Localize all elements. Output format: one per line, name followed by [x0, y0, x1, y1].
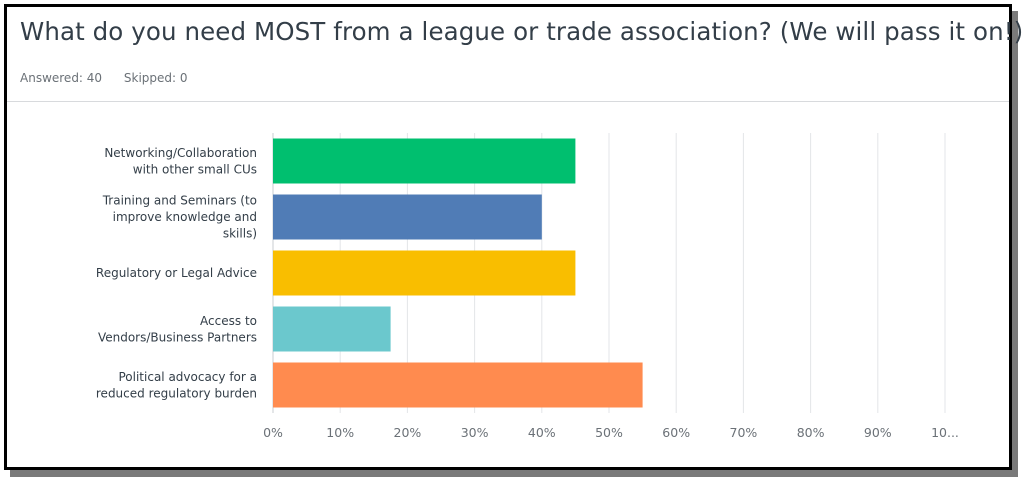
x-tick-label: 10%: [326, 425, 354, 440]
category-label: Networking/Collaboration with other small…: [104, 146, 257, 177]
x-tick-label: 50%: [595, 425, 623, 440]
category-label: Access to Vendors/Business Partners: [98, 314, 257, 345]
x-tick-label: 0%: [263, 425, 283, 440]
bar[interactable]: [273, 306, 391, 352]
bar[interactable]: [273, 362, 643, 408]
bar[interactable]: [273, 138, 576, 184]
skipped-count: Skipped: 0: [123, 71, 188, 85]
category-label: Training and Seminars (to improve knowled…: [102, 194, 257, 241]
category-label: Political advocacy for a reduced regulato…: [96, 370, 257, 401]
answered-count: Answered: 40: [20, 71, 103, 85]
x-tick-label: 20%: [394, 425, 422, 440]
x-tick-label: 40%: [528, 425, 556, 440]
x-tick-label: 70%: [730, 425, 758, 440]
bar[interactable]: [273, 250, 576, 296]
bar-chart: 0% 10% 20% 30% 40% 50% 60% 70% 80% 90% 10... Networ…: [96, 133, 959, 440]
survey-question-panel: What do you need MOST from a league or t…: [4, 4, 1024, 470]
x-tick-label: 60%: [662, 425, 690, 440]
category-label: Regulatory or Legal Advice: [96, 266, 257, 280]
x-tick-label: 10...: [931, 425, 959, 440]
bar[interactable]: [273, 194, 542, 240]
x-tick-label: 80%: [797, 425, 825, 440]
x-tick-label: 90%: [864, 425, 892, 440]
response-stats: Answered: 40 Skipped: 0: [20, 71, 206, 85]
header-divider: [7, 101, 1009, 102]
x-tick-label: 30%: [461, 425, 489, 440]
question-title: What do you need MOST from a league or t…: [20, 17, 1024, 46]
